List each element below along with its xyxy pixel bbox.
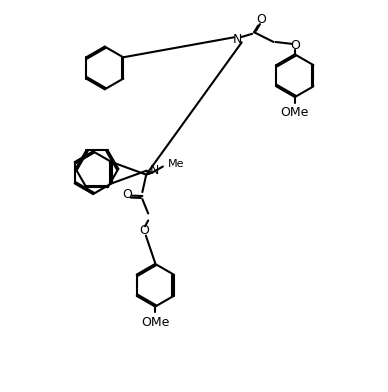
Text: OMe: OMe bbox=[281, 105, 309, 119]
Text: OMe: OMe bbox=[141, 316, 170, 329]
Text: Me: Me bbox=[168, 159, 184, 169]
Text: O: O bbox=[256, 13, 266, 26]
Text: O: O bbox=[290, 39, 300, 53]
Text: O: O bbox=[139, 225, 149, 238]
Text: O: O bbox=[123, 187, 133, 201]
Text: N: N bbox=[233, 33, 242, 46]
Text: N: N bbox=[149, 164, 159, 177]
